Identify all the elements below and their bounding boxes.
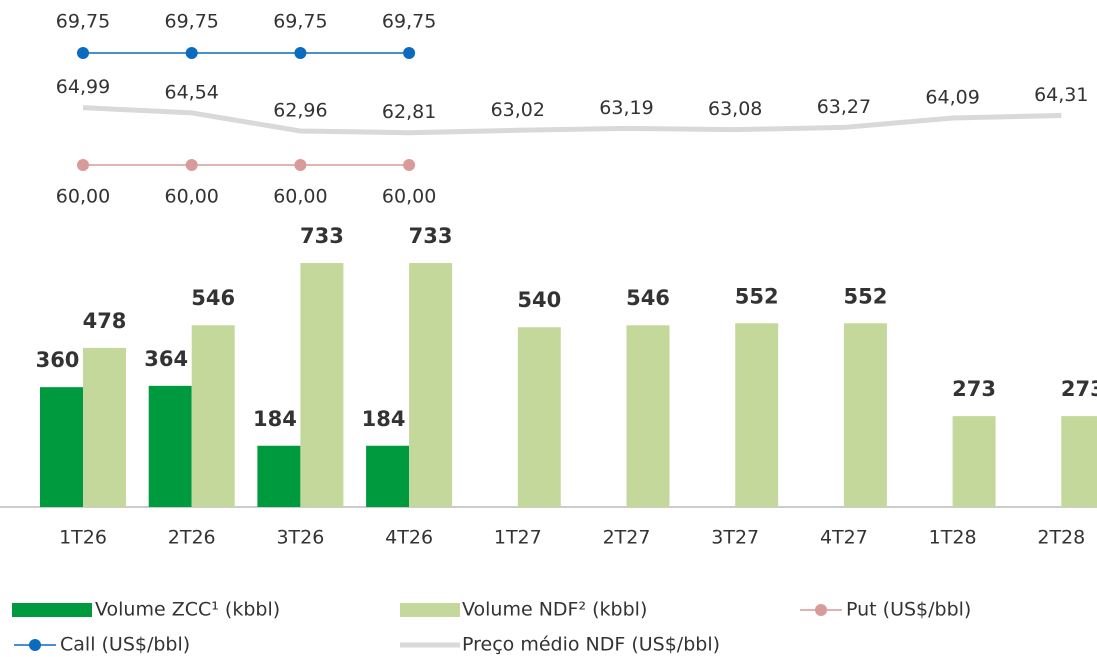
value-label: 63,27 — [817, 96, 871, 118]
x-tick-label: 2T27 — [603, 527, 651, 549]
bar-label: 184 — [253, 407, 297, 431]
bar-label: 733 — [409, 224, 453, 248]
value-label: 60,00 — [273, 186, 327, 208]
value-label: 69,75 — [56, 11, 110, 33]
marker — [185, 159, 198, 171]
marker — [294, 47, 307, 59]
bar — [257, 445, 301, 507]
legend-label: Volume NDF² (kbbl) — [462, 599, 647, 621]
marker — [185, 47, 198, 59]
bar — [191, 325, 235, 507]
bar — [40, 387, 83, 507]
value-label: 62,96 — [273, 99, 327, 121]
bar — [409, 263, 453, 507]
legend-label: Preço médio NDF (US$/bbl) — [462, 634, 720, 656]
value-label: 64,99 — [56, 76, 110, 98]
legend-label: Put (US$/bbl) — [846, 599, 971, 621]
bar — [300, 263, 344, 507]
value-label: 69,75 — [382, 11, 436, 33]
legend-label: Volume ZCC¹ (kbbl) — [95, 599, 280, 621]
value-label: 64,54 — [164, 81, 218, 103]
value-label: 60,00 — [56, 186, 110, 208]
line — [82, 105, 1062, 136]
legend-swatch — [815, 604, 827, 616]
x-tick-label: 2T26 — [168, 527, 216, 549]
value-label: 63,19 — [599, 97, 653, 119]
value-label: 60,00 — [164, 186, 218, 208]
bar — [843, 323, 887, 507]
value-label: 62,81 — [382, 101, 436, 123]
x-tick-label: 4T27 — [820, 527, 868, 549]
bar-label: 184 — [362, 407, 406, 431]
x-tick-label: 3T27 — [711, 527, 759, 549]
bar-label: 540 — [517, 288, 561, 312]
legend-swatch — [12, 603, 92, 617]
value-label: 63,08 — [708, 98, 762, 120]
value-label: 64,09 — [925, 87, 979, 109]
marker — [77, 159, 89, 171]
marker — [403, 47, 416, 59]
bar-label: 546 — [191, 286, 235, 310]
value-label: 60,00 — [382, 186, 436, 208]
value-label: 64,31 — [1034, 84, 1088, 106]
bar-label: 364 — [144, 347, 188, 371]
bar — [952, 416, 996, 507]
bar-label: 552 — [843, 284, 887, 308]
legend-label: Call (US$/bbl) — [60, 634, 190, 656]
x-tick-label: 4T26 — [385, 527, 433, 549]
bar — [626, 325, 670, 507]
bar — [83, 347, 126, 507]
bar-label: 552 — [735, 284, 779, 308]
bar-label: 733 — [300, 224, 344, 248]
bar-label: 478 — [83, 309, 127, 333]
bar-label: 546 — [626, 286, 670, 310]
bar — [1061, 416, 1097, 507]
x-tick-label: 1T27 — [494, 527, 542, 549]
value-label: 69,75 — [164, 11, 218, 33]
x-tick-label: 3T26 — [276, 527, 324, 549]
bar — [366, 445, 410, 507]
legend-swatch — [400, 603, 460, 617]
value-label: 63,02 — [491, 99, 545, 121]
value-label: 69,75 — [273, 11, 327, 33]
x-tick-label: 1T28 — [929, 527, 977, 549]
bar — [517, 327, 561, 507]
marker — [294, 159, 307, 171]
bar — [148, 385, 192, 507]
legend-swatch — [29, 639, 41, 651]
x-tick-label: 1T26 — [59, 527, 107, 549]
bar-label: 273 — [1061, 377, 1097, 401]
bar — [735, 323, 779, 507]
bar-label: 273 — [952, 377, 996, 401]
bar-label: 360 — [36, 348, 80, 372]
marker — [77, 47, 89, 59]
x-tick-label: 2T28 — [1037, 527, 1085, 549]
marker — [403, 159, 416, 171]
